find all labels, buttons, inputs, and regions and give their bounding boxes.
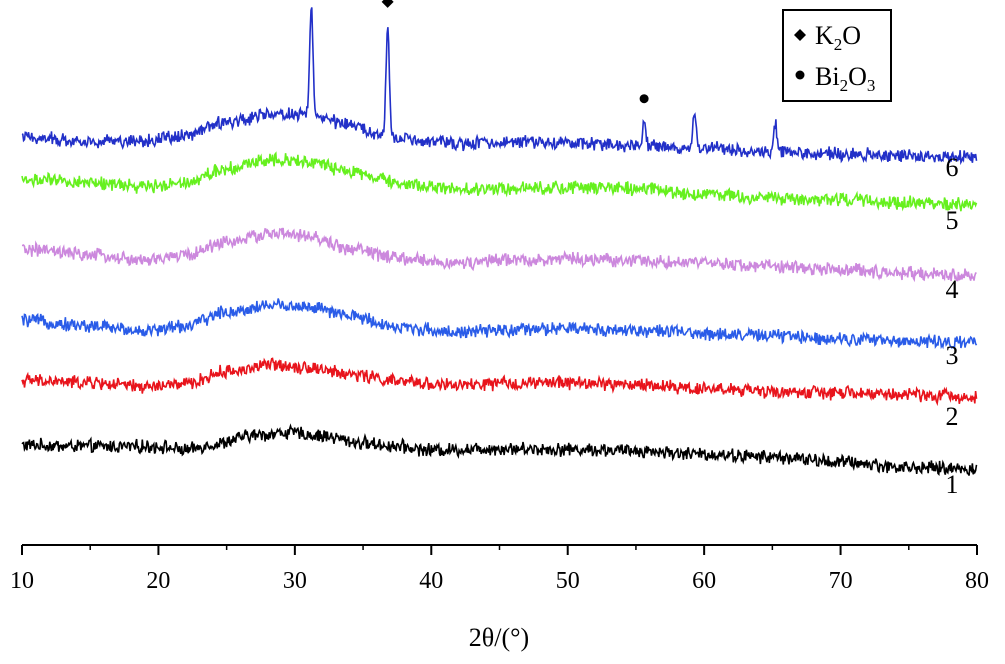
x-tick-label: 20 [146, 568, 170, 594]
series-5-line [21, 151, 978, 212]
circle-marker-icon [795, 70, 805, 80]
series-5-label: 5 [946, 206, 959, 235]
legend-label-bi2o3: Bi2O3 [815, 62, 875, 95]
series-6-line [21, 7, 978, 166]
series-6-label: 6 [946, 153, 959, 182]
bi2o3-peak-marker [639, 94, 649, 104]
series-4-label: 4 [946, 275, 959, 304]
x-tick-label: 70 [829, 568, 853, 594]
legend: K2O Bi2O3 [782, 9, 892, 102]
series-3-label: 3 [946, 341, 959, 370]
curves-layer [21, 7, 978, 477]
series-1-line [21, 423, 978, 477]
series-2-label: 2 [946, 402, 959, 431]
x-tick-label: 30 [283, 568, 307, 594]
series-3-line [21, 298, 978, 350]
x-tick-label: 80 [965, 568, 989, 594]
x-axis: 10 20 30 40 50 60 70 80 2θ/(°) [10, 544, 989, 652]
x-axis-ticks: 10 20 30 40 50 60 70 80 [10, 545, 989, 594]
x-tick-label: 10 [10, 568, 34, 594]
series-4-line [21, 227, 977, 283]
k2o-peak-marker [381, 0, 394, 8]
x-tick-label: 40 [419, 568, 443, 594]
legend-label-k2o: K2O [815, 21, 861, 54]
x-tick-label: 60 [692, 568, 716, 594]
series-1-label: 1 [946, 470, 959, 499]
legend-entry-bi2o3: Bi2O3 [795, 62, 875, 95]
diamond-marker-icon [794, 29, 806, 41]
legend-entry-k2o: K2O [794, 21, 861, 54]
x-axis-title: 2θ/(°) [469, 623, 529, 652]
curve-labels-layer: 1 2 3 4 5 6 [946, 153, 959, 499]
legend-box [782, 9, 892, 102]
series-2-line [21, 357, 978, 407]
x-tick-label: 50 [556, 568, 580, 594]
peak-markers-layer [381, 0, 649, 104]
